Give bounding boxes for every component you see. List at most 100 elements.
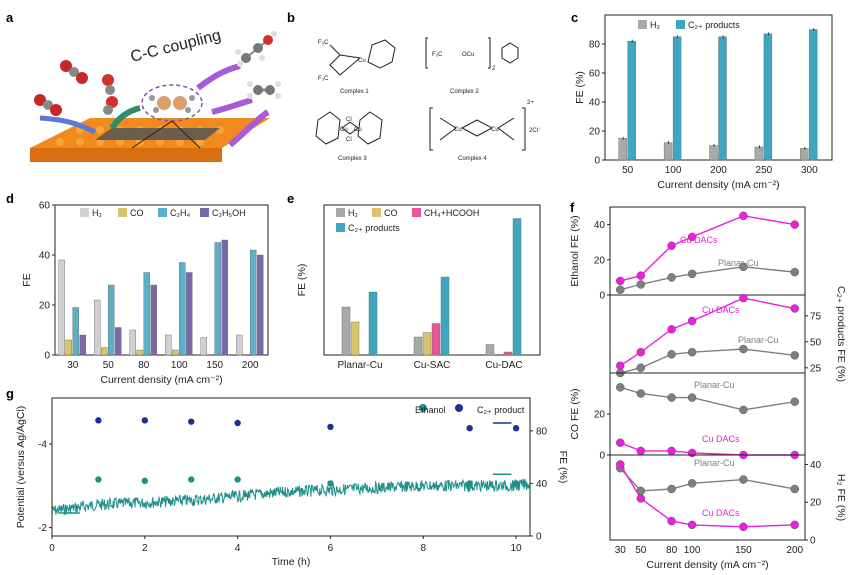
x-tick-label: 8 (420, 543, 426, 554)
data-point (667, 273, 676, 282)
chart-g: 0 2 4 6 8 10 -2 -4 0 40 80 Time (h) Potential (versu… (15, 397, 569, 568)
y-tick-label: 25 (810, 363, 822, 374)
bar (129, 329, 136, 356)
arrow-in-icon (39, 115, 97, 135)
f3c-complex-2: F₃C (432, 52, 443, 58)
cu-1: Cu (358, 58, 366, 64)
legend-e-h2: H₂ (348, 208, 358, 218)
bar (672, 36, 682, 161)
data-point (667, 350, 676, 359)
zoom-line-left (131, 120, 173, 149)
x-tick-label: 250 (756, 165, 773, 176)
legend-g: Ethanol C₂₊ product (415, 404, 525, 415)
subscript-2: 2 (492, 66, 496, 72)
bar (718, 36, 727, 161)
fe-point (466, 425, 473, 432)
y-axis-title: FE (21, 273, 33, 286)
series-line (619, 464, 795, 528)
x-tick-label: Planar-Cu (337, 360, 382, 371)
data-point (616, 285, 625, 294)
bar (754, 146, 764, 161)
chart-f: 0 20 40 Ethanol FE (%) 25 50 75 C₂₊ products FE… (569, 206, 847, 571)
x-tick-label: 50 (622, 165, 634, 176)
series-label: Cu DACs (702, 508, 740, 518)
bar (368, 291, 378, 356)
plot-frame (51, 397, 531, 537)
fe-point (95, 417, 102, 424)
bar (709, 145, 718, 161)
y-tick-label: 75 (810, 311, 822, 322)
y-tick-label: -2 (38, 523, 47, 534)
legend-d-h2: H₂ (92, 208, 102, 218)
plot-frame (54, 204, 269, 356)
bar (58, 259, 65, 356)
fe-point (327, 480, 334, 487)
complex-4-structure (429, 107, 526, 151)
panel-c-label: c (571, 10, 578, 25)
y-axis-title: H₂ FE (%) (835, 474, 847, 521)
data-point (687, 393, 697, 402)
series-line (619, 467, 795, 492)
panel-a-illustration: a C-C coupling (6, 10, 281, 162)
data-point (739, 262, 748, 272)
fe-point (327, 423, 334, 431)
data-point (739, 522, 748, 532)
x-tick-label: Cu-SAC (414, 360, 451, 371)
y-tick-label-right: 40 (536, 479, 548, 490)
x-tick-label: 100 (684, 545, 701, 556)
data-point (687, 316, 697, 326)
x-tick-label: Cu-DAC (485, 360, 522, 371)
data-point (687, 520, 697, 530)
y-tick-label: 40 (589, 98, 601, 109)
y-tick-label: 40 (594, 220, 606, 231)
series-line (620, 442, 795, 456)
fe-point (234, 419, 241, 427)
data-point (667, 325, 676, 334)
data-point (687, 479, 697, 488)
bar (503, 351, 513, 356)
y-tick-label: 60 (39, 201, 51, 212)
x-axis-title: Current density (mA cm⁻²) (100, 374, 222, 386)
x-tick-label: 200 (242, 360, 259, 371)
data-point (616, 383, 625, 392)
data-point (616, 438, 625, 447)
lattice-front (30, 148, 222, 162)
cu-3a: Cu (340, 127, 348, 133)
bar (257, 254, 264, 356)
bar (422, 332, 432, 356)
bar (413, 336, 423, 356)
legend-d-c2h5oh: C₂H₅OH (212, 208, 246, 218)
panel-e-label: e (287, 191, 294, 206)
legend-d-c2h4: C₂H₄ (170, 208, 190, 218)
bar (350, 321, 360, 356)
x-tick-label: 50 (635, 545, 647, 556)
x-tick-label: 6 (328, 543, 334, 554)
bar (172, 349, 179, 356)
x-tick-label: 10 (511, 543, 523, 554)
data-point (636, 280, 646, 289)
fe-point (188, 476, 195, 483)
data-point (667, 393, 676, 402)
x-tick-label: 150 (735, 545, 752, 556)
y-tick-label: 20 (39, 301, 51, 312)
data-point (739, 475, 748, 484)
data-point (667, 516, 676, 526)
data-point (687, 347, 697, 357)
f3c-bottom: F₃C (318, 76, 329, 82)
y-tick-label: 80 (589, 40, 601, 51)
series-label: Cu DACs (680, 235, 718, 245)
y-tick-label: 0 (44, 351, 50, 362)
panel-b-complexes: b F₃C F₃C Cu Complex 1 F₃C OCu 2 Complex… (287, 10, 541, 162)
complex-4-label: Complex 4 (458, 156, 487, 162)
y-tick-label: 20 (810, 498, 822, 509)
bar (221, 239, 228, 356)
cl-1: Cl (346, 117, 352, 123)
bar (165, 334, 172, 356)
bar (79, 334, 86, 356)
arrow-product-2-icon (211, 97, 253, 115)
bar (214, 242, 221, 356)
y-tick-label: 20 (589, 127, 601, 138)
bar (65, 339, 72, 356)
complex-2-label: Complex 2 (450, 89, 479, 95)
cu-3b: Cu (354, 127, 362, 133)
